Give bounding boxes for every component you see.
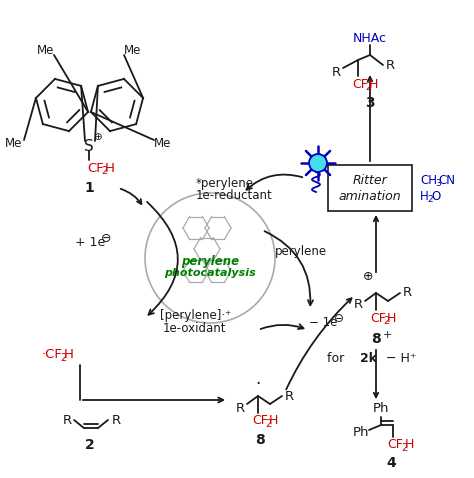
Text: NHAc: NHAc xyxy=(353,32,387,44)
Text: CN: CN xyxy=(438,174,455,186)
Text: − H⁺: − H⁺ xyxy=(386,351,417,365)
Text: perylene: perylene xyxy=(181,254,239,268)
Text: CF: CF xyxy=(352,77,368,90)
Text: H: H xyxy=(269,414,278,427)
Text: [perylene]·⁺: [perylene]·⁺ xyxy=(160,308,231,322)
FancyBboxPatch shape xyxy=(328,165,412,211)
Text: R: R xyxy=(402,286,411,300)
Text: amination: amination xyxy=(339,189,401,203)
Text: ⊕: ⊕ xyxy=(92,132,101,142)
Text: CF: CF xyxy=(252,414,268,427)
Text: for: for xyxy=(327,351,348,365)
Text: 2: 2 xyxy=(101,166,107,176)
Text: H: H xyxy=(369,77,378,90)
Text: 8: 8 xyxy=(371,332,381,346)
Text: 1e-reductant: 1e-reductant xyxy=(196,188,273,202)
Text: 3: 3 xyxy=(435,178,441,187)
Text: 2: 2 xyxy=(383,316,389,326)
Text: H: H xyxy=(387,312,396,325)
Text: − 1e: − 1e xyxy=(309,315,337,328)
Text: S: S xyxy=(84,139,94,153)
Text: CF: CF xyxy=(370,312,386,325)
Text: Me: Me xyxy=(5,137,23,150)
Text: 4: 4 xyxy=(386,456,396,470)
Text: ⊖: ⊖ xyxy=(334,312,344,325)
Text: ·CF: ·CF xyxy=(42,348,63,361)
Text: 2: 2 xyxy=(427,195,433,204)
Text: 2: 2 xyxy=(60,353,66,363)
Text: CF: CF xyxy=(87,162,104,174)
Text: ⊖: ⊖ xyxy=(101,231,111,245)
Text: R: R xyxy=(63,413,72,426)
Text: R: R xyxy=(111,413,120,426)
Text: 2: 2 xyxy=(265,419,271,429)
Text: perylene: perylene xyxy=(275,246,327,259)
Text: R: R xyxy=(354,298,363,312)
Text: + 1e: + 1e xyxy=(75,236,105,249)
Text: H: H xyxy=(64,348,74,361)
Circle shape xyxy=(309,154,327,172)
Text: photocatalysis: photocatalysis xyxy=(164,268,256,278)
Text: H: H xyxy=(105,162,115,174)
Text: R: R xyxy=(385,58,394,72)
Text: Ph: Ph xyxy=(373,402,389,415)
Text: Me: Me xyxy=(124,43,142,56)
Text: CF: CF xyxy=(387,438,403,452)
Text: R: R xyxy=(284,390,293,402)
Text: 3: 3 xyxy=(365,96,375,110)
Text: O: O xyxy=(431,189,440,203)
Text: Me: Me xyxy=(155,137,172,150)
Text: ·: · xyxy=(255,375,261,393)
Text: R: R xyxy=(331,65,340,78)
Text: 2k: 2k xyxy=(360,351,377,365)
Text: 1e-oxidant: 1e-oxidant xyxy=(163,322,227,335)
Text: +: + xyxy=(383,330,392,340)
Text: ⊕: ⊕ xyxy=(363,271,373,283)
Text: Ritter: Ritter xyxy=(353,174,387,186)
Text: 8: 8 xyxy=(255,433,265,447)
Text: *perylene: *perylene xyxy=(196,176,254,189)
Text: H: H xyxy=(405,438,414,452)
Text: 2: 2 xyxy=(85,438,95,452)
Text: H: H xyxy=(420,189,429,203)
Text: 1: 1 xyxy=(84,181,94,195)
Text: CH: CH xyxy=(420,174,437,186)
Text: 2: 2 xyxy=(401,443,407,453)
Text: 2: 2 xyxy=(365,82,371,92)
Text: R: R xyxy=(236,402,245,414)
Text: Me: Me xyxy=(37,43,55,56)
Text: Ph: Ph xyxy=(353,426,369,439)
